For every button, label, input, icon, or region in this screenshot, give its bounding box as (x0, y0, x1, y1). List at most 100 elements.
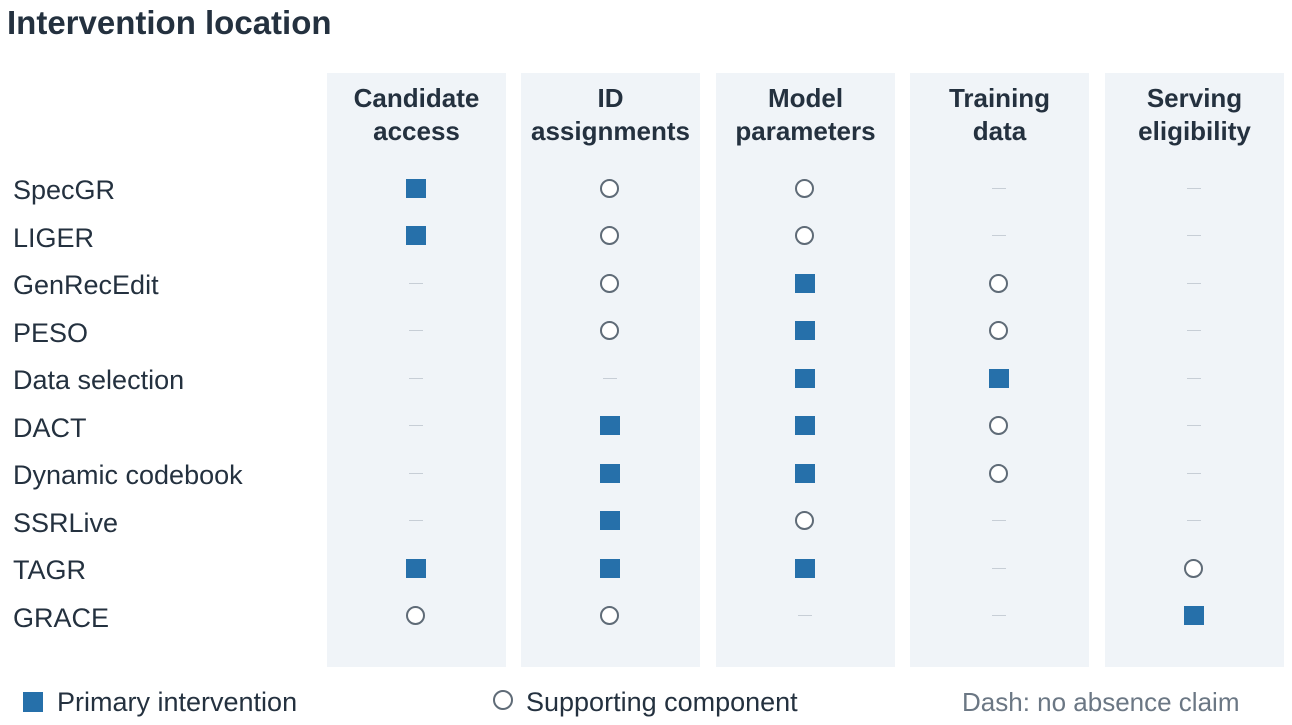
row-label: TAGR (13, 555, 86, 585)
matrix-cell (793, 366, 817, 390)
matrix-cell (987, 176, 1011, 200)
supporting-circle-icon (989, 321, 1008, 340)
matrix-cell (1182, 556, 1206, 580)
legend-primary: Primary intervention (23, 686, 297, 718)
dash-icon (408, 377, 423, 379)
dash-icon (602, 377, 617, 379)
column-header: Candidate access (327, 82, 506, 148)
column-header-line1: Training (948, 83, 1051, 113)
column-header-line1: Serving (1146, 83, 1243, 113)
dash-icon (1186, 425, 1201, 426)
matrix-cell (1182, 414, 1206, 438)
row-label: SSRLive (13, 507, 119, 538)
primary-square-icon (405, 178, 426, 198)
legend-note: Dash: no absence claim (962, 686, 1239, 718)
primary-square-icon (23, 692, 43, 712)
column-header-line2: assignments (531, 116, 690, 146)
matrix-cell (1182, 176, 1206, 200)
dash-icon (408, 330, 423, 331)
matrix-cell (793, 176, 817, 200)
matrix-cell (598, 319, 622, 343)
supporting-circle-icon (795, 511, 814, 530)
matrix-cell (598, 224, 622, 248)
dash-icon (408, 425, 423, 426)
supporting-circle-icon (989, 463, 1008, 483)
column-header-line1: ID (597, 83, 624, 113)
matrix-cell (987, 366, 1011, 390)
matrix-cell (793, 319, 817, 343)
primary-square-icon (794, 463, 815, 483)
dash-icon (1186, 187, 1201, 189)
matrix-cell (793, 604, 817, 628)
row-label: GenRecEdit (13, 270, 159, 300)
matrix-cell (598, 414, 622, 438)
supporting-circle-icon (795, 178, 814, 198)
column-header: Serving eligibility (1105, 82, 1284, 148)
matrix-cell (1182, 509, 1206, 533)
supporting-circle-icon (1184, 558, 1203, 578)
matrix-cell (404, 224, 428, 248)
matrix-cell (793, 414, 817, 438)
primary-square-icon (405, 226, 426, 245)
supporting-circle-icon (989, 416, 1008, 435)
matrix-cell (987, 414, 1011, 438)
matrix-cell (598, 366, 622, 390)
column-header: Training data (910, 82, 1089, 148)
column-header: ID assignments (521, 82, 700, 148)
matrix-cell (987, 224, 1011, 248)
matrix-cell (404, 604, 428, 628)
dash-icon (797, 615, 812, 616)
matrix-cell (1182, 319, 1206, 343)
matrix-cell (987, 271, 1011, 295)
matrix-cell (987, 319, 1011, 343)
legend-supporting: Supporting component (493, 686, 798, 718)
matrix-cell (598, 556, 622, 580)
matrix-cell (404, 176, 428, 200)
column-header-line2: access (373, 116, 460, 146)
row-label: GRACE (13, 602, 110, 633)
row-label: Dynamic codebook (13, 460, 243, 490)
dash-icon (991, 235, 1006, 236)
dash-icon (991, 187, 1006, 189)
primary-square-icon (794, 368, 815, 388)
matrix-cell (987, 509, 1011, 533)
primary-square-icon (405, 558, 426, 578)
matrix-cell (598, 509, 622, 533)
dash-icon (408, 282, 423, 284)
matrix-cell (598, 604, 622, 628)
row-label: Data selection (13, 365, 185, 395)
primary-square-icon (794, 558, 815, 578)
legend-dash-note: Dash: no absence claim (962, 687, 1240, 717)
dash-icon (1186, 282, 1201, 284)
matrix-cell (1182, 604, 1206, 628)
primary-square-icon (599, 416, 620, 435)
matrix-cell (793, 271, 817, 295)
row-label: LIGER (13, 222, 95, 253)
supporting-circle-icon (989, 273, 1008, 293)
matrix-cell (1182, 224, 1206, 248)
dash-icon (408, 520, 423, 521)
row-label: PESO (13, 317, 89, 348)
supporting-circle-icon (406, 606, 425, 625)
dash-icon (408, 472, 423, 474)
matrix-cell (1182, 366, 1206, 390)
matrix-cell (793, 509, 817, 533)
matrix-cell (793, 461, 817, 485)
supporting-circle-icon (600, 606, 619, 625)
primary-square-icon (794, 273, 815, 293)
supporting-circle-icon (493, 690, 513, 710)
matrix-cell (598, 176, 622, 200)
dash-icon (1186, 377, 1201, 379)
matrix-cell (987, 604, 1011, 628)
column-header: Model parameters (716, 82, 895, 148)
supporting-circle-icon (795, 226, 814, 245)
dash-icon (991, 520, 1006, 521)
primary-square-icon (988, 368, 1009, 388)
matrix-cell (404, 414, 428, 438)
matrix-cell (987, 556, 1011, 580)
primary-square-icon (794, 416, 815, 435)
row-label: DACT (13, 412, 87, 443)
column-header-line2: eligibility (1138, 116, 1251, 146)
primary-square-icon (1183, 606, 1204, 625)
matrix-cell (404, 461, 428, 485)
